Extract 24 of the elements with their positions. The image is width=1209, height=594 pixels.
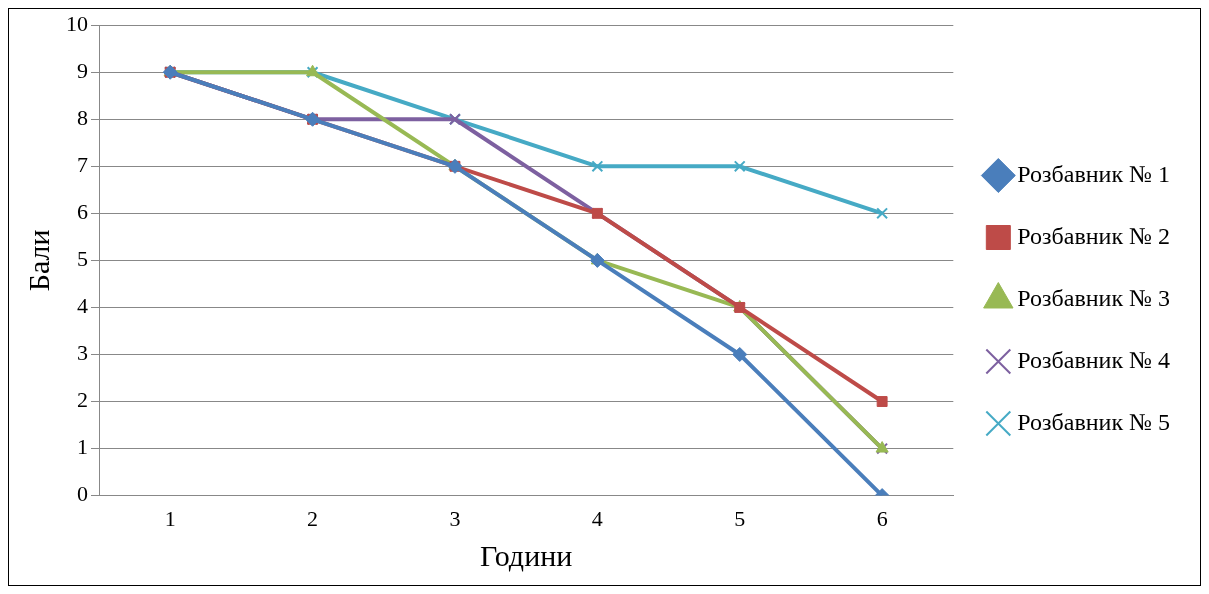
x-tick-label: 1 bbox=[164, 505, 176, 531]
y-tick-label: 9 bbox=[77, 58, 88, 84]
y-tick-label: 1 bbox=[77, 434, 88, 460]
legend-label: Розбавник № 2 bbox=[1017, 222, 1170, 249]
x-tick-label: 3 bbox=[449, 505, 461, 531]
y-tick-label: 2 bbox=[77, 387, 88, 413]
y-tick-label: 3 bbox=[77, 340, 88, 366]
legend-label: Розбавник № 4 bbox=[1017, 346, 1170, 373]
y-tick-label: 7 bbox=[77, 152, 88, 178]
y-axis-title: Бали bbox=[21, 229, 55, 292]
x-tick-label: 6 bbox=[876, 505, 888, 531]
y-tick-label: 4 bbox=[77, 293, 88, 319]
x-axis-title: Години bbox=[480, 538, 573, 572]
y-tick-label: 10 bbox=[66, 10, 88, 36]
y-tick-label: 0 bbox=[77, 481, 88, 507]
y-tick-label: 5 bbox=[77, 246, 88, 272]
y-tick-label: 6 bbox=[77, 199, 88, 225]
legend-label: Розбавник № 3 bbox=[1017, 284, 1170, 311]
x-tick-label: 2 bbox=[307, 505, 319, 531]
x-tick-label: 5 bbox=[734, 505, 746, 531]
legend-label: Розбавник № 5 bbox=[1017, 408, 1170, 435]
legend-label: Розбавник № 1 bbox=[1017, 160, 1170, 187]
x-tick-label: 4 bbox=[591, 505, 603, 531]
y-tick-label: 8 bbox=[77, 105, 88, 131]
